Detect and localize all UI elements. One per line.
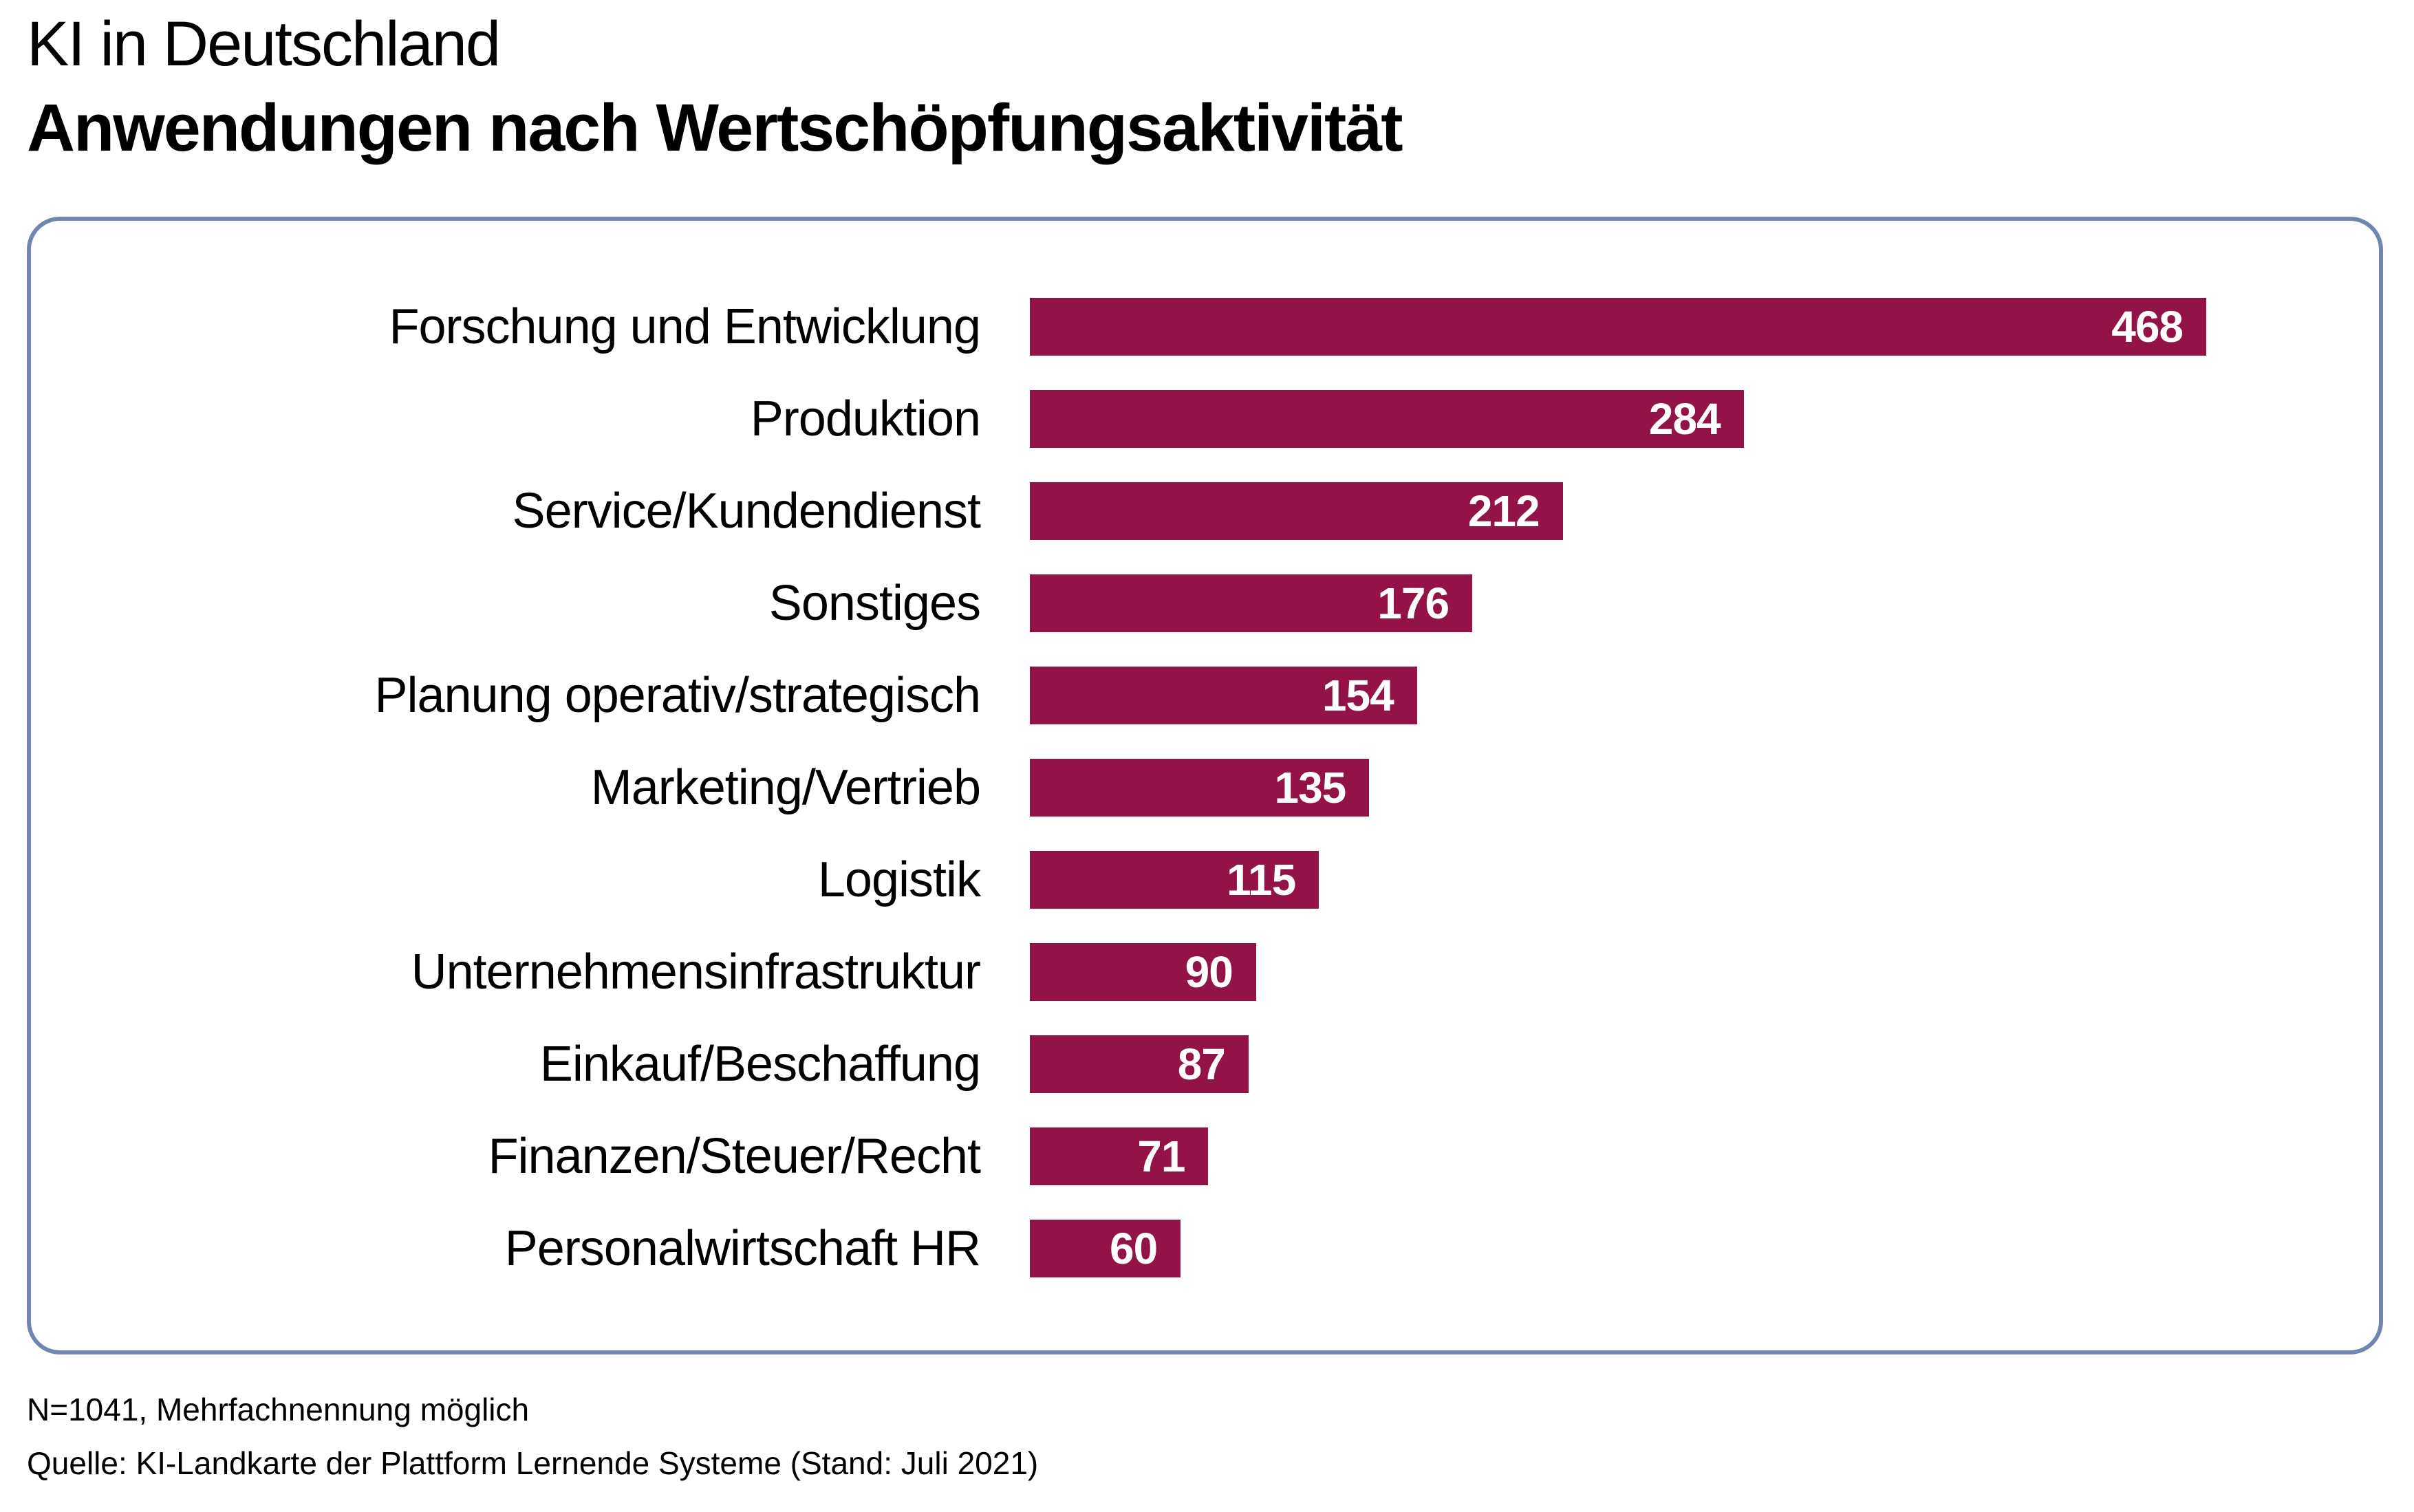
page-subtitle: Anwendungen nach Wertschöpfungsaktivität	[27, 90, 1403, 165]
bar-value-label: 115	[1226, 855, 1296, 905]
bar: 115	[1030, 851, 1319, 909]
page-title: KI in Deutschland	[27, 9, 501, 79]
chart-row: Personalwirtschaft HR 60	[31, 1202, 2379, 1295]
category-label: Sonstiges	[768, 576, 981, 631]
chart-rows: Forschung und Entwicklung 468 Produktion 28…	[31, 281, 2379, 1295]
bar-track: 135	[1030, 759, 2206, 817]
bar-track: 90	[1030, 943, 2206, 1001]
bar-value-label: 135	[1274, 763, 1346, 812]
bar: 71	[1030, 1127, 1209, 1185]
category-label: Planung operativ/strategisch	[374, 668, 981, 723]
chart-row: Forschung und Entwicklung 468	[31, 281, 2379, 373]
category-label: Einkauf/Beschaffung	[539, 1037, 981, 1092]
bar-track: 176	[1030, 574, 2206, 632]
bar-track: 60	[1030, 1220, 2206, 1277]
chart-row: Service/Kundendienst 212	[31, 465, 2379, 557]
bar: 87	[1030, 1035, 1249, 1093]
bar-track: 71	[1030, 1127, 2206, 1185]
bar-value-label: 90	[1185, 947, 1233, 997]
bar-track: 115	[1030, 851, 2206, 909]
category-label: Unternehmensinfrastruktur	[411, 944, 981, 1000]
bar-value-label: 87	[1177, 1039, 1226, 1089]
bar-value-label: 468	[2111, 302, 2184, 352]
chart-panel: Forschung und Entwicklung 468 Produktion 28…	[27, 217, 2383, 1354]
sample-note: N=1041, Mehrfachnennung möglich	[27, 1392, 530, 1427]
bar-value-label: 60	[1110, 1224, 1158, 1273]
bar: 90	[1030, 943, 1256, 1001]
category-label: Finanzen/Steuer/Recht	[488, 1129, 981, 1184]
category-label: Produktion	[750, 391, 981, 446]
category-label: Forschung und Entwicklung	[389, 299, 982, 354]
chart-footer: N=1041, Mehrfachnennung möglich Quelle: …	[27, 1383, 1038, 1490]
bar-track: 154	[1030, 667, 2206, 724]
bar-track: 212	[1030, 482, 2206, 540]
category-label: Logistik	[817, 852, 981, 907]
chart-row: Marketing/Vertrieb 135	[31, 742, 2379, 834]
bar: 176	[1030, 574, 1473, 632]
category-label: Marketing/Vertrieb	[590, 760, 981, 815]
bar: 154	[1030, 667, 1417, 724]
chart-row: Planung operativ/strategisch 154	[31, 649, 2379, 742]
bar: 135	[1030, 759, 1370, 817]
bar-value-label: 176	[1377, 579, 1450, 628]
category-label: Service/Kundendienst	[512, 484, 981, 539]
bar-value-label: 71	[1137, 1132, 1185, 1181]
bar-track: 284	[1030, 390, 2206, 448]
chart-row: Finanzen/Steuer/Recht 71	[31, 1110, 2379, 1202]
bar: 284	[1030, 390, 1744, 448]
bar: 212	[1030, 482, 1563, 540]
bar: 468	[1030, 298, 2206, 356]
bar-value-label: 212	[1467, 486, 1540, 536]
chart-row: Sonstiges 176	[31, 557, 2379, 649]
bar-track: 468	[1030, 298, 2206, 356]
category-label: Personalwirtschaft HR	[504, 1221, 981, 1276]
chart-row: Einkauf/Beschaffung 87	[31, 1018, 2379, 1110]
bar: 60	[1030, 1220, 1181, 1277]
chart-row: Unternehmensinfrastruktur 90	[31, 926, 2379, 1018]
bar-value-label: 154	[1322, 671, 1394, 720]
source-note: Quelle: KI-Landkarte der Plattform Lerne…	[27, 1445, 1039, 1481]
bar-track: 87	[1030, 1035, 2206, 1093]
chart-row: Logistik 115	[31, 834, 2379, 926]
chart-row: Produktion 284	[31, 373, 2379, 465]
bar-value-label: 284	[1648, 394, 1721, 444]
